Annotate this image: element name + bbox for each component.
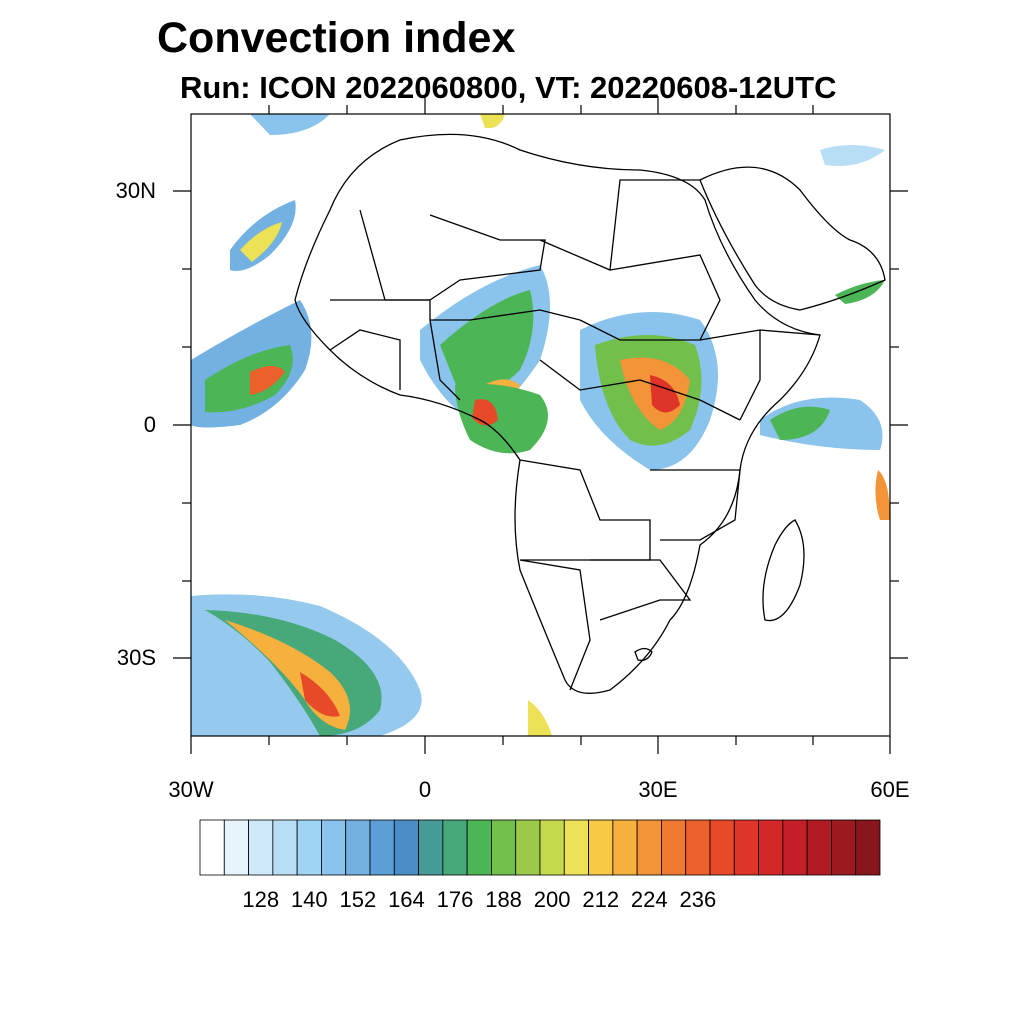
colorbar-box xyxy=(539,819,565,876)
border-sahel xyxy=(330,299,581,321)
border-tanzania xyxy=(650,469,741,541)
colorbar-box xyxy=(782,819,808,876)
x-tick-label-30W: 30W xyxy=(168,777,214,802)
x-tick-label-60E: 60E xyxy=(870,777,910,802)
colorbar-tick-label: 236 xyxy=(679,887,717,912)
colorbar-box xyxy=(466,819,492,876)
convection-area-gulf-guinea xyxy=(455,383,548,454)
colorbar-box xyxy=(393,819,419,876)
colorbar-box xyxy=(296,819,322,876)
border-sudan xyxy=(579,254,721,341)
colorbar-tick-label: 128 xyxy=(242,887,280,912)
colorbar-box xyxy=(831,819,857,876)
colorbar-box xyxy=(855,819,881,876)
convection-field xyxy=(191,114,890,736)
border-southern-africa xyxy=(519,559,591,691)
colorbar-box xyxy=(442,819,468,876)
y-tick-label-0: 0 xyxy=(143,412,156,437)
colorbar-tick-label: 164 xyxy=(388,887,425,912)
convection-area-canary-core xyxy=(240,222,282,262)
axis-ticks xyxy=(173,96,908,754)
colorbar-box xyxy=(733,819,759,876)
convection-area-great-lakes-max xyxy=(650,375,680,413)
convection-area-madagascar xyxy=(528,700,552,736)
map-title: Convection index xyxy=(157,14,516,62)
colorbar-box xyxy=(248,819,274,876)
colorbar-box xyxy=(369,819,395,876)
convection-area-mediterranean-east xyxy=(480,114,505,129)
colorbar-tick-label: 176 xyxy=(436,887,474,912)
colorbar-box xyxy=(588,819,614,876)
border-ethiopia xyxy=(699,329,821,421)
colorbar-tick-label: 152 xyxy=(339,887,377,912)
convection-area-sahel-core xyxy=(440,290,534,396)
colorbar-box xyxy=(612,819,638,876)
colorbar-box xyxy=(636,819,662,876)
colorbar-tick-label: 188 xyxy=(485,887,522,912)
colorbar-tick-label: 140 xyxy=(290,887,328,912)
colorbar-box xyxy=(418,819,444,876)
x-tick-label-30E: 30E xyxy=(638,777,678,802)
colorbar-tick-label: 212 xyxy=(582,887,620,912)
y-tick-label-30S: 30S xyxy=(116,645,156,670)
convection-area-west-atlantic-peak xyxy=(250,366,285,395)
colorbar xyxy=(199,819,881,876)
colorbar-box xyxy=(345,819,371,876)
colorbar-box xyxy=(806,819,832,876)
colorbar-tick-label: 224 xyxy=(630,887,668,912)
convection-area-mediterranean xyxy=(250,114,330,135)
colorbar-box xyxy=(272,819,298,876)
arabia-coastline xyxy=(699,166,886,311)
colorbar-box xyxy=(758,819,784,876)
x-tick-label-0: 0 xyxy=(418,777,432,802)
colorbar-box xyxy=(661,819,687,876)
colorbar-box xyxy=(199,819,225,876)
colorbar-box xyxy=(491,819,517,876)
border-east-southern xyxy=(590,559,692,621)
colorbar-box xyxy=(563,819,589,876)
coastlines-borders xyxy=(294,133,886,694)
y-tick-label-30N: 30N xyxy=(115,178,156,203)
convection-area-west-atlantic-core xyxy=(205,345,293,413)
colorbar-box xyxy=(223,819,249,876)
convection-area-indian-ocean-edge xyxy=(875,470,890,520)
colorbar-box xyxy=(515,819,541,876)
convection-area-northeast xyxy=(820,145,885,166)
colorbar-box xyxy=(321,819,347,876)
convection-area-somali-core xyxy=(770,406,830,440)
map-subtitle: Run: ICON 2022060800, VT: 20220608-12UTC xyxy=(180,70,837,105)
africa-coastline xyxy=(294,133,821,694)
colorbar-box xyxy=(685,819,711,876)
border-central-africa xyxy=(539,359,741,421)
colorbar-box xyxy=(709,819,735,876)
madagascar-coastline xyxy=(762,519,805,622)
lesotho-outline xyxy=(634,647,653,661)
colorbar-tick-label: 200 xyxy=(533,887,571,912)
border-libya-egypt xyxy=(539,179,700,271)
convection-area-south-atlantic-max xyxy=(300,672,340,717)
border-west-africa xyxy=(329,319,461,401)
border-congo xyxy=(519,459,651,561)
